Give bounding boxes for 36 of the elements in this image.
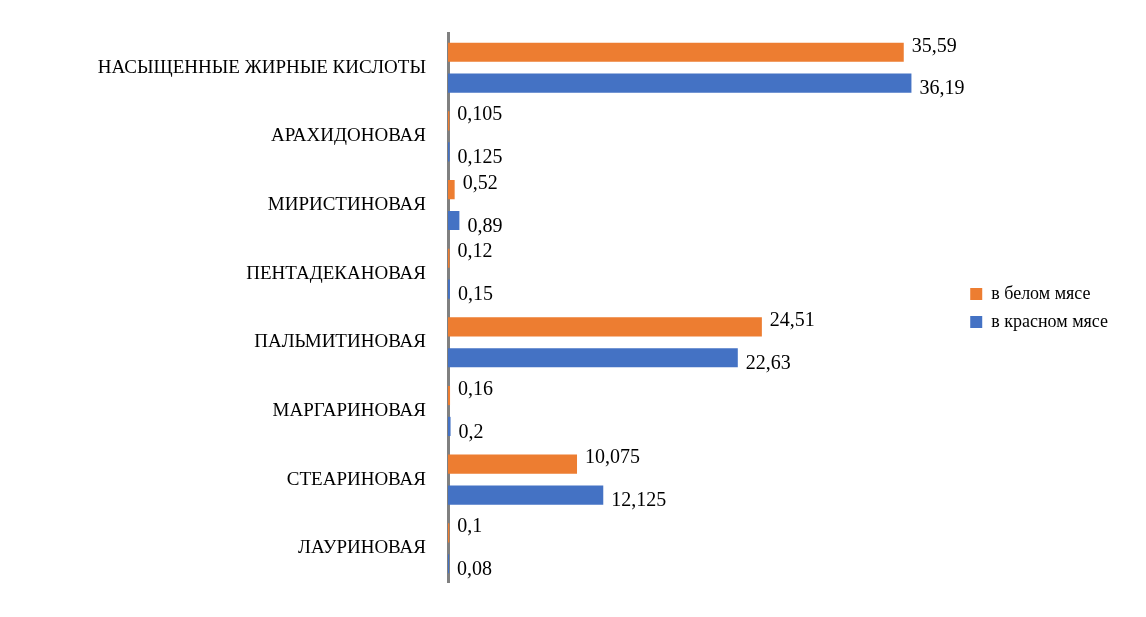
bar (448, 485, 604, 505)
y-tick-label: МИРИСТИНОВАЯ (267, 193, 427, 215)
y-tick-label: НАСЫЩЕННЫЕ ЖИРНЫЕ КИСЛОТЫ (97, 55, 426, 77)
data-label: 0,125 (457, 145, 503, 168)
data-label: 0,2 (458, 419, 484, 442)
y-tick-label: ЛАУРИНОВАЯ (298, 536, 427, 558)
data-label: 10,075 (585, 445, 641, 468)
y-tick-label: МАРГАРИНОВАЯ (272, 398, 427, 420)
data-label: 22,63 (745, 351, 791, 374)
y-tick-label: СТЕАРИНОВАЯ (286, 467, 427, 489)
data-label: 0,15 (457, 282, 493, 305)
y-tick-label: АРАХИДОНОВАЯ (270, 124, 427, 146)
bar (448, 454, 578, 474)
data-label: 0,52 (462, 170, 498, 193)
data-label: 24,51 (769, 308, 815, 331)
data-label: 0,89 (467, 213, 503, 236)
legend-label: в красном мясе (991, 310, 1109, 331)
y-tick-label: ПАЛЬМИТИНОВАЯ (254, 330, 427, 352)
data-label: 35,59 (911, 33, 957, 56)
data-label: 36,19 (919, 76, 965, 99)
bar (448, 210, 460, 231)
data-label: 12,125 (611, 488, 667, 511)
data-label: 0,16 (458, 376, 494, 399)
data-label: 0,08 (457, 556, 493, 579)
bar (448, 180, 455, 200)
legend-label: в белом мясе (991, 282, 1091, 303)
bar (448, 385, 451, 406)
bar (448, 73, 912, 93)
bar (448, 348, 738, 368)
y-tick-label: ПЕНТАДЕКАНОВАЯ (246, 261, 427, 283)
data-label: 0,12 (457, 239, 493, 262)
bar (448, 416, 451, 436)
bar (448, 42, 904, 62)
bar (448, 317, 762, 337)
data-label: 0,105 (457, 102, 503, 125)
data-label: 0,1 (457, 514, 483, 537)
